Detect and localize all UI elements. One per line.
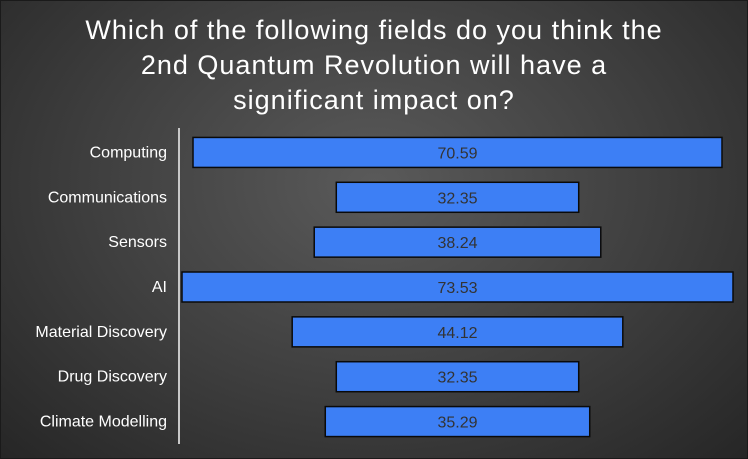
category-label: Climate Modelling	[40, 414, 167, 431]
bar-value-label: 44.12	[437, 325, 477, 342]
bar-value-label: 38.24	[437, 235, 477, 252]
bar-value-label: 73.53	[437, 280, 477, 297]
bar	[313, 226, 602, 258]
category-label: Sensors	[108, 234, 167, 251]
category-label: Material Discovery	[35, 324, 167, 341]
chart-title-line-1: Which of the following fields do you thi…	[85, 15, 663, 45]
category-label: Computing	[90, 144, 167, 161]
bar	[291, 316, 624, 348]
bar	[192, 136, 723, 169]
bar	[335, 360, 580, 393]
chart-title-line-2: 2nd Quantum Revolution will have a	[140, 50, 608, 80]
bar	[181, 271, 734, 303]
bar	[335, 181, 580, 214]
category-label: AI	[152, 279, 167, 296]
bar-value-label: 32.35	[437, 370, 477, 387]
chart-title: Which of the following fields do you thi…	[1, 13, 747, 118]
bar-value-label: 32.35	[437, 190, 477, 207]
bar-value-label: 70.59	[437, 145, 477, 162]
category-label: Communications	[48, 189, 167, 206]
category-label: Drug Discovery	[58, 369, 167, 386]
bar-value-label: 35.29	[437, 415, 477, 432]
bar	[324, 405, 591, 438]
chart-title-line-3: significant impact on?	[233, 85, 515, 115]
